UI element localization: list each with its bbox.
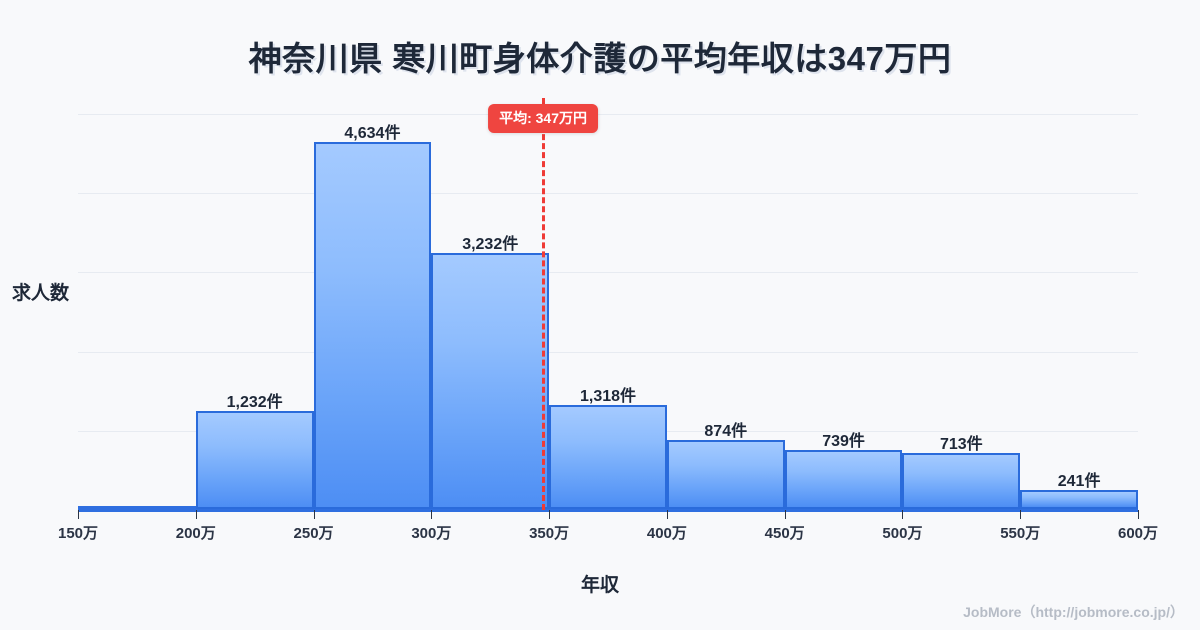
histogram-bar [902, 452, 1021, 509]
histogram-bar [784, 450, 903, 509]
plot-area: 1,232件 4,634件 3,232件 1,318件 874件 739件 713件 241件… [58, 98, 1158, 542]
x-axis-tick-label: 450万 [764, 525, 805, 542]
y-axis-title: 求人数 [12, 283, 70, 304]
bar-value-label: 739件 [822, 433, 865, 451]
gridline [78, 351, 1138, 353]
bar-value-label: 1,318件 [579, 387, 637, 405]
gridline [78, 272, 1138, 274]
bar-value-label: 4,634件 [344, 124, 401, 142]
bar-value-label: 1,232件 [226, 394, 283, 412]
x-axis-tick [902, 510, 904, 519]
x-axis-tick [1138, 510, 1139, 519]
x-axis-tick-label: 550万 [1000, 525, 1041, 542]
x-axis-tick-label: 300万 [411, 525, 452, 542]
bar-value-label: 241件 [1057, 472, 1101, 490]
histogram-bar [195, 411, 314, 509]
bar-value-label: 713件 [939, 435, 983, 453]
x-axis-tick-label: 200万 [175, 525, 216, 542]
bar-value-label: 3,232件 [462, 235, 519, 253]
x-axis-tick [666, 510, 668, 519]
average-line [542, 98, 546, 510]
x-axis-tick [784, 510, 786, 519]
x-axis-title: 年収 [580, 575, 619, 596]
x-axis-line [78, 509, 1138, 512]
histogram-bar [78, 506, 196, 509]
x-axis-tick [431, 510, 433, 519]
x-axis-tick-label: 250万 [293, 525, 334, 542]
page-title: 神奈川県 寒川町身体介護の平均年収は347万円 [248, 40, 952, 77]
histogram-bar [431, 252, 550, 509]
bar-value-label: 874件 [704, 422, 748, 440]
x-axis-tick-label: 350万 [529, 525, 570, 542]
histogram-bar [313, 141, 432, 509]
histogram-bar [1020, 489, 1138, 509]
histogram-bar [549, 404, 667, 509]
x-axis-tick-label: 150万 [57, 525, 99, 542]
gridline [78, 193, 1138, 195]
x-axis-tick [313, 510, 315, 519]
x-axis-tick-label: 600万 [1117, 525, 1159, 542]
x-axis-tick [195, 510, 197, 519]
average-badge: 平均: 347万円 [488, 104, 598, 133]
x-axis-tick [1020, 510, 1022, 519]
x-axis-tick-label: 500万 [882, 525, 923, 542]
x-axis-tick [549, 510, 551, 519]
x-axis-tick [78, 510, 79, 519]
watermark: JobMore（http://jobmore.co.jp/） [963, 604, 1184, 620]
x-axis-tick-label: 400万 [646, 525, 687, 542]
gridline [78, 113, 1138, 115]
histogram-bar [666, 439, 785, 509]
